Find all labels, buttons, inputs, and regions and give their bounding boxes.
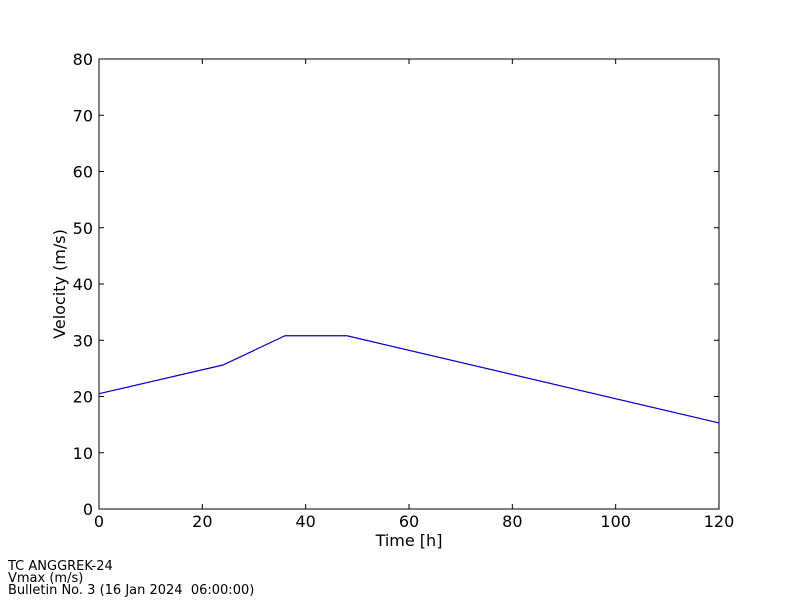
x-tick-label: 60 — [399, 512, 419, 531]
y-tick-label: 10 — [73, 444, 93, 463]
y-tick-label: 0 — [83, 500, 93, 519]
y-tick-label: 30 — [73, 331, 93, 350]
y-tick-label: 20 — [73, 388, 93, 407]
y-tick-label: 60 — [73, 163, 93, 182]
y-tick-label: 70 — [73, 106, 93, 125]
x-tick-label: 40 — [295, 512, 315, 531]
footer-line: TC ANGGREK-24 — [7, 559, 113, 574]
x-tick-label: 80 — [502, 512, 522, 531]
y-tick-label: 40 — [73, 275, 93, 294]
y-axis-label: Velocity (m/s) — [50, 229, 69, 339]
x-tick-label: 0 — [94, 512, 104, 531]
x-axis-label: Time [h] — [375, 531, 443, 550]
data-line — [98, 335, 720, 424]
footer-line: Bulletin No. 3 (16 Jan 2024 06:00:00) — [8, 583, 254, 598]
x-tick-label: 100 — [600, 512, 631, 531]
footer-line: Vmax (m/s) — [8, 571, 83, 586]
x-tick-label: 20 — [192, 512, 212, 531]
x-tick-label: 120 — [704, 512, 735, 531]
y-tick-label: 80 — [73, 50, 93, 69]
y-tick-label: 50 — [73, 219, 93, 238]
